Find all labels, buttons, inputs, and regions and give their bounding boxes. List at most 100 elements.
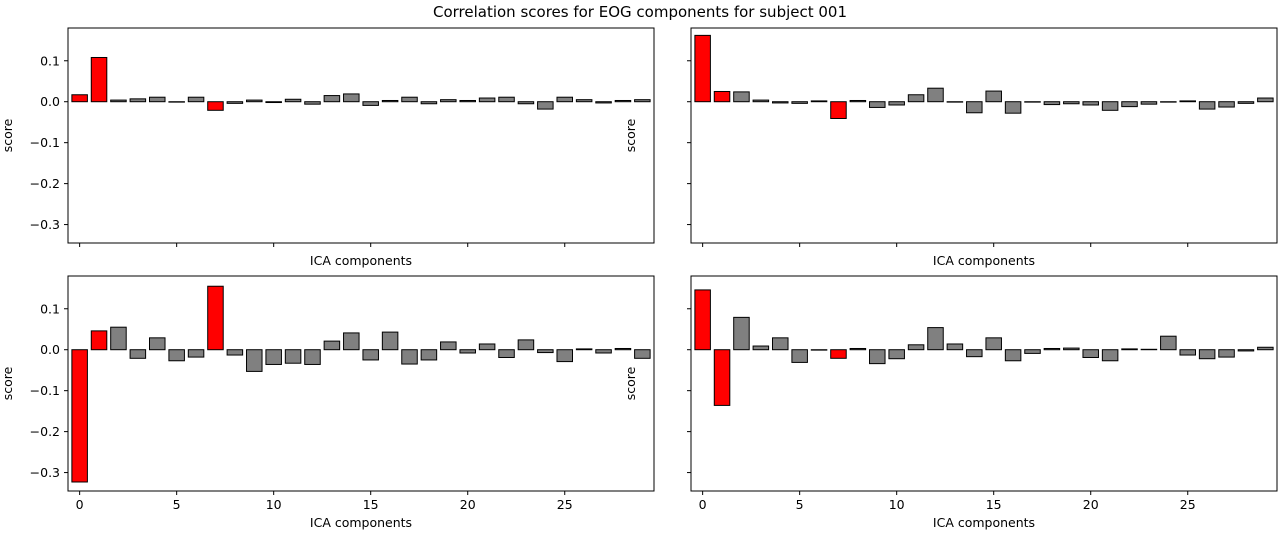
bar-component-9 <box>869 349 886 365</box>
bar-component-12 <box>304 101 321 105</box>
bar-component-6 <box>187 349 205 358</box>
bar-component-25 <box>1179 100 1196 103</box>
axes-frame <box>690 275 1278 492</box>
bar-component-27 <box>595 101 612 104</box>
bar-component-17 <box>1024 349 1041 354</box>
bar-component-9 <box>246 349 263 372</box>
bar-component-2 <box>110 99 127 103</box>
bar-component-24 <box>537 101 554 110</box>
bar-component-22 <box>1121 348 1138 351</box>
bar-component-7 <box>207 101 224 111</box>
axes-frame <box>690 27 1278 244</box>
bar-component-21 <box>478 97 496 103</box>
bar-component-25 <box>556 96 573 103</box>
x-tick-label: 25 <box>557 497 573 512</box>
bar-component-21 <box>1101 349 1119 362</box>
bar-component-1 <box>713 90 731 103</box>
bar-component-1 <box>90 56 108 103</box>
x-tick-label: 25 <box>1180 497 1196 512</box>
bar-component-8 <box>849 347 867 351</box>
y-tick-label: −0.2 <box>30 424 60 439</box>
x-tick-label: 10 <box>266 497 282 512</box>
bar-component-27 <box>1218 349 1235 358</box>
bar-component-20 <box>1082 349 1099 358</box>
bar-component-16 <box>1004 349 1022 362</box>
y-tick-label: 0.1 <box>40 301 60 316</box>
bar-component-18 <box>420 349 438 361</box>
bar-component-17 <box>401 349 418 365</box>
x-tick-label: 15 <box>363 497 379 512</box>
bar-component-8 <box>226 101 244 104</box>
y-tick-label: −0.2 <box>30 176 60 191</box>
y-axis-label: score <box>623 366 638 400</box>
bar-component-9 <box>869 101 886 108</box>
bar-component-21 <box>1101 101 1119 111</box>
bar-component-27 <box>1218 101 1235 108</box>
bar-component-14 <box>343 93 360 103</box>
bar-component-17 <box>401 96 418 103</box>
bar-component-28 <box>1237 349 1255 352</box>
chart-panel-top-right: ICA components score <box>623 27 1278 268</box>
chart-panel-top-left: −0.3 −0.2 −0.1 0.0 0.1 ICA components score <box>0 27 655 268</box>
bar-component-19 <box>1063 347 1080 351</box>
bar-component-13 <box>323 95 341 103</box>
bar-component-13 <box>946 343 964 351</box>
y-tick-label: −0.1 <box>30 135 60 150</box>
bar-component-2 <box>733 316 750 351</box>
bar-component-18 <box>1043 101 1061 106</box>
x-axis-label: ICA components <box>933 515 1035 530</box>
bar-component-7 <box>830 349 847 359</box>
bar-component-22 <box>1121 101 1138 108</box>
bar-component-4 <box>149 96 166 103</box>
bar-component-0 <box>71 349 88 483</box>
bar-component-24 <box>1160 335 1177 351</box>
axes-frame <box>67 275 655 492</box>
bar-component-10 <box>265 349 282 365</box>
chart-panel-bottom-left: 0 5 10 15 20 25 −0.3 −0.2 −0.1 0.0 0.1 ICA componen… <box>0 275 655 530</box>
bar-component-26 <box>1198 101 1216 110</box>
bar-component-6 <box>810 100 828 103</box>
bar-component-5 <box>791 101 808 104</box>
bar-component-27 <box>595 349 612 354</box>
bar-component-11 <box>284 98 302 103</box>
bar-component-9 <box>246 99 263 103</box>
bar-component-18 <box>1043 347 1061 351</box>
bar-component-22 <box>498 349 515 358</box>
x-tick-label: 0 <box>76 497 84 512</box>
bar-component-29 <box>1257 97 1274 103</box>
bar-component-8 <box>226 349 244 356</box>
bar-component-16 <box>381 99 399 103</box>
bar-component-20 <box>459 99 476 103</box>
x-tick-label: 0 <box>699 497 707 512</box>
bar-component-5 <box>791 349 808 363</box>
x-tick-label: 5 <box>796 497 804 512</box>
bar-component-23 <box>1140 101 1158 105</box>
bar-component-3 <box>752 99 770 103</box>
bar-component-15 <box>362 101 379 106</box>
bar-component-26 <box>575 348 593 351</box>
bar-component-12 <box>927 327 944 351</box>
bar-component-2 <box>733 91 750 103</box>
bar-component-10 <box>888 349 905 360</box>
bar-component-5 <box>168 349 185 362</box>
bar-component-15 <box>985 337 1002 351</box>
axes-frame <box>67 27 655 244</box>
bar-component-29 <box>1257 346 1274 351</box>
bar-component-10 <box>888 101 905 106</box>
x-tick-label: 10 <box>889 497 905 512</box>
bar-component-14 <box>343 332 360 351</box>
bar-component-15 <box>362 349 379 361</box>
bar-component-3 <box>129 349 147 359</box>
bar-component-1 <box>90 330 108 351</box>
x-tick-label: 5 <box>173 497 181 512</box>
bar-component-23 <box>517 101 535 105</box>
bar-component-26 <box>1198 349 1216 360</box>
y-axis-label: score <box>0 366 15 400</box>
bar-component-7 <box>207 285 224 351</box>
bar-component-15 <box>985 90 1002 103</box>
y-tick-label: 0.0 <box>40 342 60 357</box>
bar-component-28 <box>1237 101 1255 104</box>
bar-component-11 <box>907 344 925 351</box>
bar-component-0 <box>694 34 711 103</box>
bar-component-21 <box>478 343 496 351</box>
